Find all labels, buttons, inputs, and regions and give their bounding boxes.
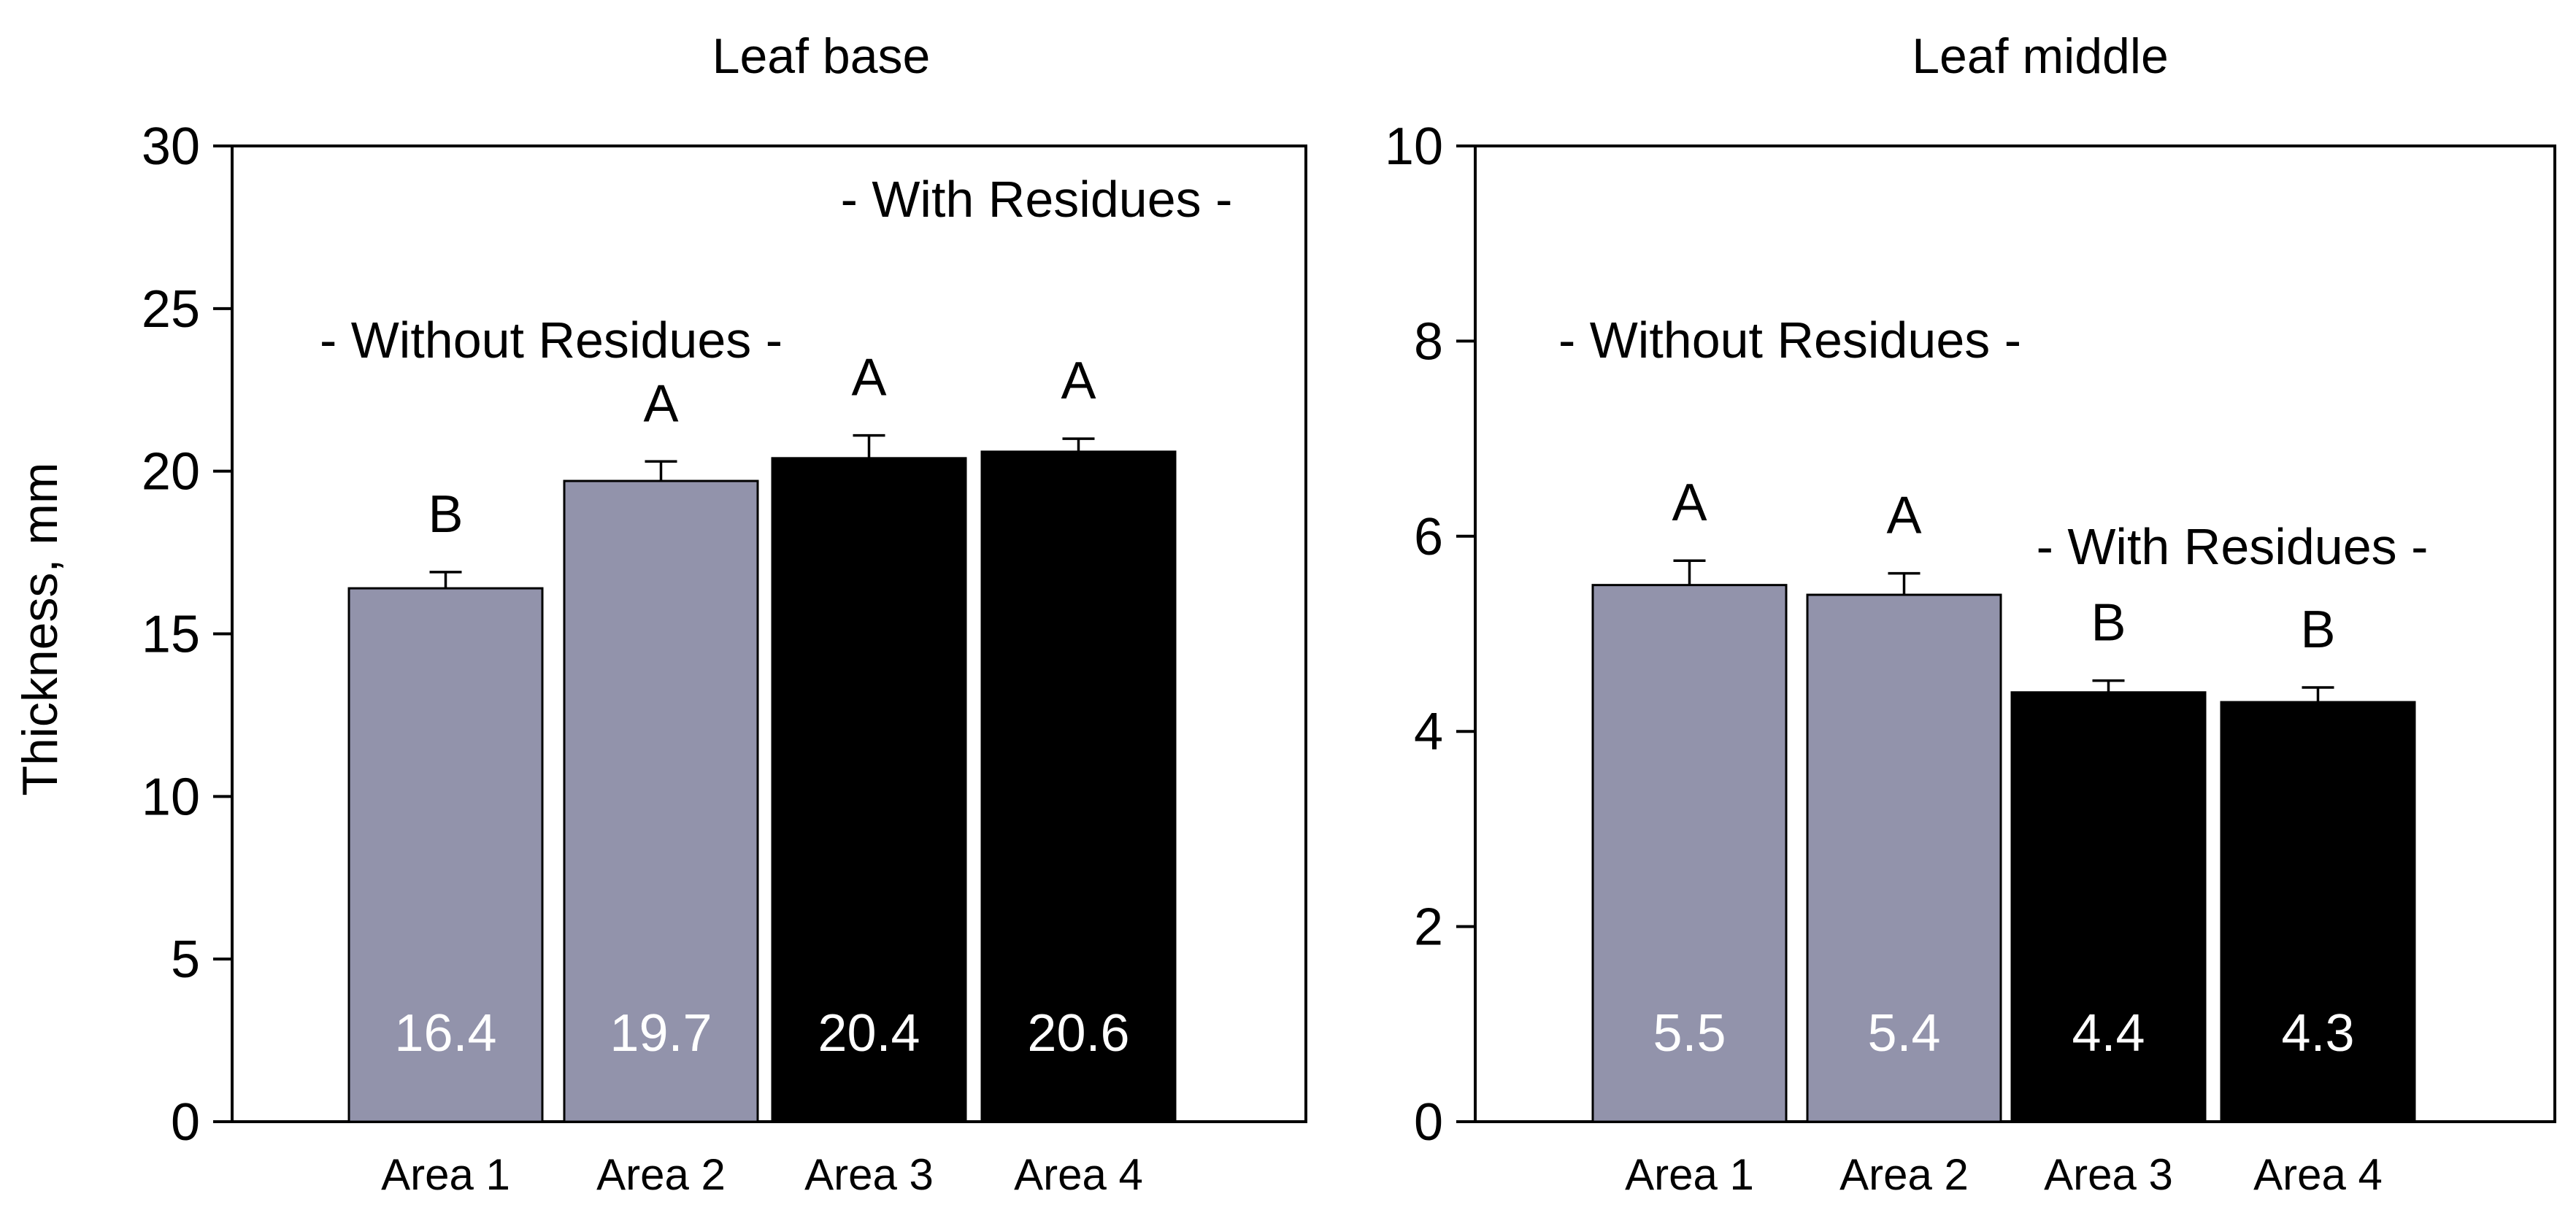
bar — [347, 587, 544, 1123]
chart-title: Leaf base — [712, 28, 931, 84]
significance-letter: B — [2300, 601, 2335, 659]
significance-letter: A — [1886, 487, 1921, 545]
group-label-without-residues: - Without Residues - — [320, 312, 783, 369]
y-tick-label: 20 — [142, 443, 200, 501]
significance-letter: A — [851, 349, 886, 407]
significance-letter: A — [1672, 474, 1707, 532]
y-tick-label: 8 — [1414, 312, 1443, 371]
bar — [771, 457, 967, 1123]
data-label: 20.4 — [818, 1004, 920, 1063]
data-label: 20.6 — [1027, 1004, 1129, 1063]
y-tick-label: 6 — [1414, 508, 1443, 566]
y-tick-label: 30 — [142, 117, 200, 176]
x-tick-label: Area 2 — [1839, 1150, 1969, 1199]
y-tick-label: 10 — [142, 768, 200, 826]
data-label: 5.4 — [1867, 1004, 1940, 1063]
group-label-with-residues: - With Residues - — [841, 171, 1233, 228]
group-label-without-residues: - Without Residues - — [1558, 312, 2021, 369]
data-label: 5.5 — [1653, 1004, 1726, 1063]
y-tick-label: 4 — [1414, 703, 1443, 761]
significance-letter: A — [643, 374, 678, 433]
bar — [980, 450, 1177, 1123]
y-tick-label: 2 — [1414, 898, 1443, 957]
x-tick-label: Area 4 — [1014, 1150, 1143, 1199]
x-tick-label: Area 3 — [804, 1150, 934, 1199]
significance-letter: A — [1061, 352, 1096, 410]
group-label-with-residues: - With Residues - — [2037, 518, 2429, 575]
significance-letter: B — [2091, 594, 2126, 652]
data-label: 4.4 — [2072, 1004, 2145, 1063]
chart-leaf-middle: Leaf middle 0 2 4 6 8 10 5.5 A Area 1 5.4 A Area 2 4.… — [1385, 28, 2556, 1199]
x-tick-label: Area 2 — [596, 1150, 726, 1199]
data-label: 16.4 — [394, 1004, 496, 1063]
y-tick-label: 15 — [142, 606, 200, 664]
y-tick-label: 10 — [1385, 117, 1443, 176]
y-tick-label: 5 — [171, 930, 200, 989]
data-label: 19.7 — [610, 1004, 712, 1063]
bar — [2010, 691, 2207, 1123]
bar — [1806, 593, 2002, 1123]
x-tick-label: Area 1 — [1625, 1150, 1754, 1199]
y-axis-label: Thickness, mm — [12, 462, 68, 795]
bar — [563, 479, 759, 1123]
x-tick-label: Area 1 — [381, 1150, 510, 1199]
y-tick-label: 0 — [171, 1093, 200, 1152]
x-tick-label: Area 3 — [2044, 1150, 2173, 1199]
significance-letter: B — [428, 485, 463, 544]
chart-title: Leaf middle — [1912, 28, 2169, 84]
y-tick-label: 25 — [142, 280, 200, 339]
chart-leaf-base: Leaf base 0 5 10 15 20 25 30 16.4 B Area 1 19.7 A Are… — [142, 28, 1307, 1199]
y-tick-label: 0 — [1414, 1093, 1443, 1152]
x-tick-label: Area 4 — [2253, 1150, 2383, 1199]
data-label: 4.3 — [2281, 1004, 2354, 1063]
bar — [2220, 701, 2416, 1123]
